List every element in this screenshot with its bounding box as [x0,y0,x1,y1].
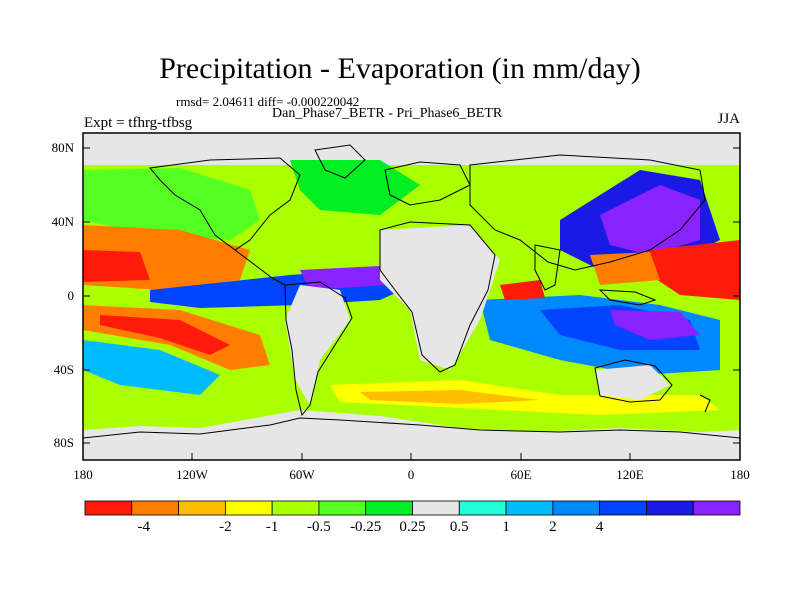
indonesia-coast [598,289,657,306]
colorbar-label: -4 [137,519,151,535]
asia-coast [469,154,706,271]
southern-ocean-orange [360,390,540,404]
new-zealand-coast [699,394,711,413]
lat-label-0: 0 [67,288,75,303]
colorbar-swatch [224,500,273,516]
east-pacific-red [83,250,150,282]
colorbar-label: 0.25 [399,519,426,535]
colorbar-swatch [505,500,554,516]
antarctica-coast [82,417,741,439]
lon-label-120e: 120E [616,467,644,482]
colorbar-swatch [692,500,741,516]
india-coast [534,244,561,291]
lon-label-180w: 180 [73,467,93,482]
experiment-label: Expt = tfhrg-tfbsg [84,115,193,131]
colorbar-label: 1 [502,519,510,535]
colorbar-swatch [646,500,694,516]
colorbar-label: 4 [595,519,604,535]
colorbar-swatch [178,500,226,516]
colorbar-label: 2 [549,519,557,535]
lat-label-40s: 40S [53,362,74,377]
north-atlantic-green [290,160,420,215]
lat-label-80n: 80N [51,140,74,155]
figure-title: Precipitation - Evaporation (in mm/day) [159,52,641,85]
nw-pacific-red [650,240,740,300]
colorbar-label: 0.5 [449,519,469,535]
coastlines [82,144,741,439]
lon-label-180e: 180 [730,467,750,482]
southern-ocean-yellow [330,380,720,415]
colorbar-label: -0.25 [350,519,382,535]
rmsd-diff-stats: rmsd= 2.04611 diff= -0.000220042 [176,94,360,109]
colorbar-label: -1 [265,519,279,535]
west-pacific-deep [610,310,700,340]
south-america-land [285,285,350,405]
colorbar-swatch [552,500,601,516]
lon-label-60w: 60W [289,467,315,482]
precipitation-field [83,133,740,460]
asia-monsoon-purple [600,185,700,255]
lon-label-120w: 120W [176,467,208,482]
africa-land [380,225,500,370]
north-america-coast [149,157,301,251]
colorbar-swatch [84,500,133,516]
australia-land [595,365,670,400]
colorbar [84,500,741,516]
lon-label-0: 0 [407,467,415,482]
greenland-coast [314,144,366,179]
lon-label-60e: 60E [510,467,532,482]
colorbar-swatch [271,500,320,516]
south-pacific-red [100,315,230,355]
colorbar-swatch [365,500,413,516]
central-america-coast [234,249,286,286]
africa-coast [379,221,496,373]
colorbar-label: -2 [219,519,232,535]
antarctica [83,410,740,460]
colorbar-swatch [458,500,507,516]
axis-ticks [83,147,740,460]
comparison-subtitle: Dan_Phase7_BETR - Pri_Phase6_BETR [272,106,503,121]
lat-label-40n: 40N [51,214,74,229]
colorbar-swatch [131,500,179,516]
arabian-sea-red [500,280,545,300]
south-america-coast [284,281,353,417]
arctic-region [83,133,740,165]
north-pacific-green [83,168,260,240]
south-pacific-blue [83,340,220,395]
colorbar-swatch [412,500,460,516]
lat-label-80s: 80S [53,435,74,450]
colorbar-label: -0.5 [307,519,331,535]
colorbar-swatch [318,500,367,516]
australia-coast [594,359,673,403]
colorbar-swatch [599,500,647,516]
season-label: JJA [717,111,740,127]
nw-pacific-orange [590,252,660,285]
europe-coast [384,161,471,206]
